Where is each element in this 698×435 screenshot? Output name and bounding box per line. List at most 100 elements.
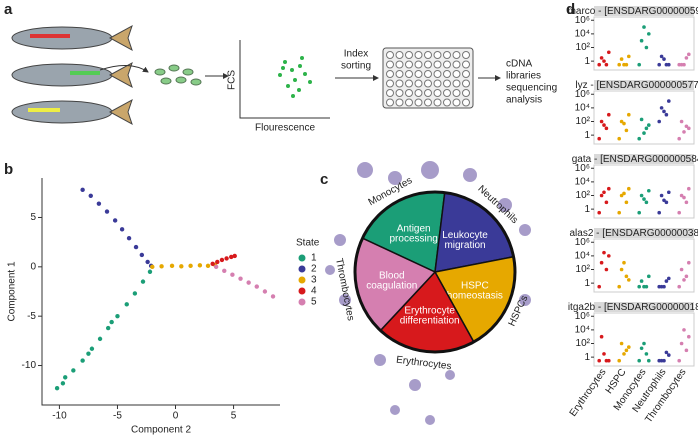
plot-bg (593, 312, 695, 367)
output-label: sequencing (506, 83, 557, 94)
y-tick-label: 1 (584, 204, 590, 215)
well (443, 60, 451, 69)
flow-dots (278, 56, 312, 98)
y-tick-label: 10⁶ (575, 163, 590, 174)
point (617, 358, 621, 363)
point (597, 210, 601, 215)
point (687, 126, 691, 131)
legend-marker (298, 276, 306, 284)
slice-label: Erythrocyte differentiation (400, 305, 460, 326)
point (607, 50, 611, 55)
well (443, 89, 451, 97)
point (662, 284, 666, 289)
well (386, 98, 394, 107)
point (599, 193, 604, 198)
point (607, 254, 611, 258)
point (664, 350, 669, 355)
x-tick-label: -5 (113, 411, 122, 422)
point (637, 284, 641, 289)
point (71, 368, 76, 373)
point (657, 210, 661, 215)
point (684, 200, 689, 205)
point (627, 112, 631, 117)
legend-label: 1 (311, 253, 317, 264)
point (597, 284, 601, 289)
y-tick-label: 10⁴ (575, 177, 590, 188)
well (462, 60, 470, 69)
well (386, 89, 394, 97)
axis-line (41, 178, 280, 406)
point (687, 260, 691, 265)
point (619, 193, 624, 198)
y-tick-label: 10⁶ (575, 237, 590, 248)
well (424, 79, 432, 88)
point (139, 252, 145, 258)
pie-outline (353, 190, 517, 354)
point (664, 112, 669, 117)
well (433, 79, 442, 88)
point (627, 345, 631, 349)
well (424, 60, 432, 69)
x-axis-label: Component 2 (131, 425, 191, 435)
well (386, 51, 394, 59)
point (112, 218, 118, 223)
strip-header (594, 154, 694, 164)
well (462, 98, 470, 107)
well (443, 79, 451, 88)
point (604, 267, 609, 272)
point (667, 276, 671, 281)
well (452, 60, 461, 69)
point (224, 256, 229, 261)
y-tick-label: 5 (30, 212, 36, 223)
point (604, 126, 609, 131)
y-tick-label: 10² (576, 42, 591, 53)
panel-label: b (4, 161, 13, 178)
point (664, 200, 669, 205)
slice-label: Antigen processing (389, 223, 437, 244)
well (424, 89, 432, 97)
well (386, 79, 394, 88)
legend-marker (298, 287, 306, 295)
well (395, 89, 404, 97)
point (677, 210, 681, 215)
y-tick-label: 10⁶ (575, 15, 590, 26)
point (627, 186, 631, 191)
point (624, 200, 629, 205)
well (433, 51, 442, 59)
point (159, 264, 164, 269)
well (452, 51, 461, 59)
well (452, 89, 461, 97)
point (677, 136, 681, 141)
well (462, 89, 470, 97)
point (642, 341, 646, 346)
point (602, 250, 606, 255)
point (604, 200, 609, 205)
point (619, 57, 624, 61)
plot-bg (593, 16, 695, 71)
point (647, 274, 651, 279)
y-tick-label: 10⁶ (575, 89, 590, 100)
point (238, 276, 243, 281)
point (150, 264, 155, 270)
well (414, 51, 423, 59)
well (414, 60, 423, 69)
point (262, 289, 268, 294)
point (627, 54, 631, 59)
sorting-label: Index (344, 49, 368, 60)
point (602, 123, 606, 127)
output-label: cDNA (506, 59, 532, 70)
well (443, 98, 451, 107)
well (414, 79, 423, 88)
legend-title: State (296, 238, 320, 249)
plot-bg (593, 238, 695, 293)
well (462, 70, 470, 78)
y-tick-label: 1 (584, 130, 590, 141)
plate (382, 47, 474, 109)
strip-header (594, 302, 694, 312)
point (80, 187, 85, 193)
point (677, 358, 681, 363)
point (86, 351, 91, 356)
point (622, 352, 626, 356)
point (667, 62, 671, 67)
point (687, 52, 691, 57)
